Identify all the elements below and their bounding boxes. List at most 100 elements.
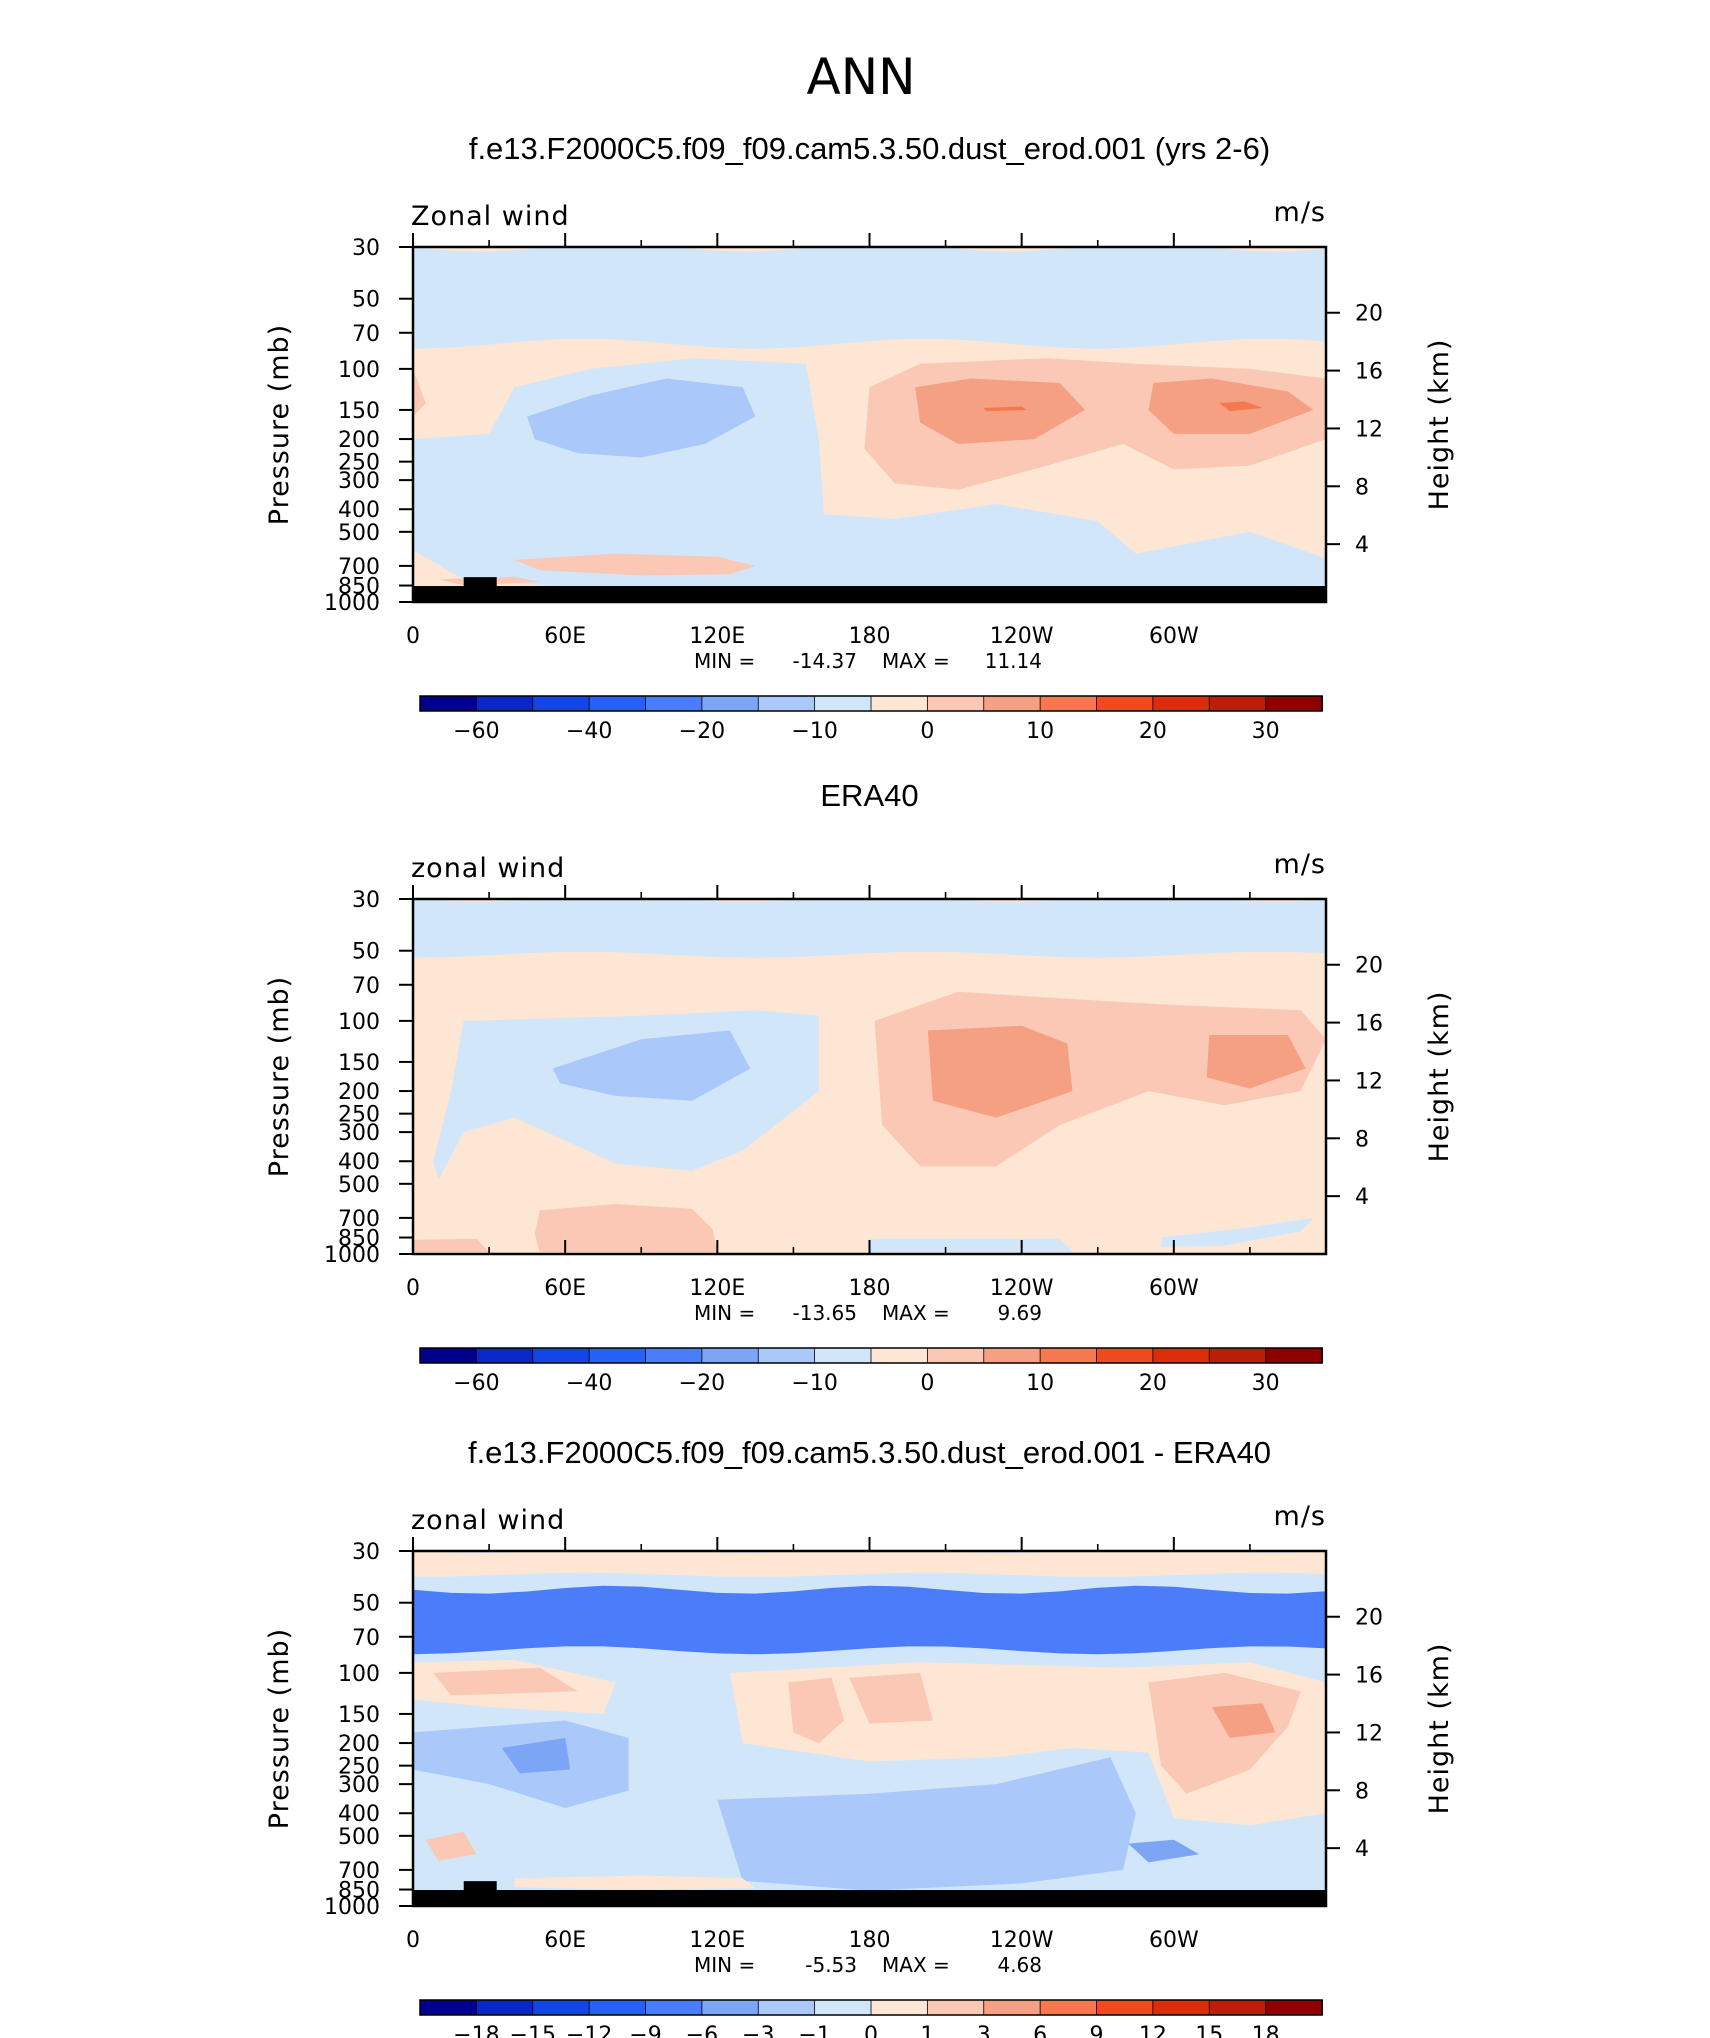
colorbar: −18 −15 −12 −9 −6 −3 −1 0 1 3 6 9 12 15 18: [419, 1999, 1323, 2038]
colorbar-swatch: [1208, 1347, 1267, 1364]
y-tick-label: 50: [352, 1592, 380, 1617]
y-tick-label: 700: [338, 1859, 380, 1884]
y-tick-label: 250: [338, 451, 380, 476]
x-tick-label: 60E: [544, 1928, 586, 1953]
y-tick-label: 250: [338, 1103, 380, 1128]
stratospheric-easterly-band: [413, 899, 1326, 958]
colorbar-label: 0: [920, 719, 934, 744]
colorbar-label: −20: [679, 1371, 725, 1396]
contour-field: [413, 247, 1326, 602]
neg-core-lower: [1128, 1839, 1200, 1863]
jet-max-west: [983, 406, 1027, 412]
y-tick-label: 500: [338, 521, 380, 546]
colorbar-label: 10: [1026, 1371, 1054, 1396]
y-tick-label: 400: [338, 1150, 380, 1175]
jet-max-east: [1219, 401, 1263, 412]
colorbar-swatch: [1039, 1999, 1098, 2016]
x-tick-label: 60W: [1149, 624, 1199, 649]
y2-tick-label: 20: [1355, 302, 1383, 327]
colorbar-label: 15: [1195, 2023, 1223, 2038]
y-axis-label: Pressure (mb): [264, 1628, 295, 1829]
y-tick-label: 850: [338, 1227, 380, 1252]
colorbar-swatch: [645, 1347, 703, 1364]
colorbar-swatch: [645, 695, 703, 712]
y2-tick-label: 8: [1355, 1127, 1369, 1152]
colorbar-swatch: [1265, 695, 1323, 712]
colorbar-swatch: [870, 695, 929, 712]
lower-westerly-patch: [534, 1204, 718, 1252]
pos-core-1: [788, 1677, 845, 1744]
colorbar-label: 1: [920, 2023, 934, 2038]
max-value: 11.14: [985, 649, 1042, 673]
jet-core-west: [915, 378, 1086, 444]
y-tick-label: 150: [338, 399, 380, 424]
min-label: MIN =: [694, 1953, 755, 1977]
x-tick-label: 60E: [544, 1276, 586, 1301]
y-tick-label: 500: [338, 1825, 380, 1850]
colorbar-swatch: [419, 695, 478, 712]
y-tick-label: 70: [352, 322, 380, 347]
y-tick-label: 30: [352, 236, 380, 261]
figure-title: ANN: [806, 48, 915, 106]
colorbar-swatch: [926, 1999, 985, 2016]
colorbar-swatch: [1039, 695, 1098, 712]
colorbar-swatch: [983, 1999, 1042, 2016]
colorbar-label: −60: [453, 1371, 499, 1396]
colorbar-swatch: [1152, 1999, 1211, 2016]
y2-tick-label: 4: [1355, 533, 1369, 558]
colorbar-swatch: [1208, 695, 1267, 712]
x-tick-label: 120E: [689, 624, 745, 649]
easterly-core: [527, 378, 756, 458]
units-label: m/s: [1274, 849, 1326, 880]
y2-tick-label: 4: [1355, 1185, 1369, 1210]
panels-container: f.e13.F2000C5.f09_f09.cam5.3.50.dust_ero…: [264, 131, 1455, 2038]
y2-tick-label: 8: [1355, 1779, 1369, 1804]
colorbar-swatch: [475, 1999, 534, 2016]
colorbar-swatch: [701, 695, 760, 712]
colorbar-swatch: [701, 1347, 760, 1364]
panel-title: f.e13.F2000C5.f09_f09.cam5.3.50.dust_ero…: [469, 131, 1270, 166]
y-tick-label: 1000: [324, 591, 380, 616]
neg-region-central: [717, 1757, 1136, 1891]
colorbar-swatch: [532, 1999, 591, 2016]
y2-tick-label: 12: [1355, 1069, 1383, 1094]
x-tick-label: 120E: [689, 1928, 745, 1953]
colorbar-label: −60: [453, 719, 499, 744]
land-mask-bump: [463, 1881, 497, 1893]
y-tick-label: 300: [338, 469, 380, 494]
left-pos-patch: [425, 1831, 477, 1861]
colorbar-swatch: [1265, 1999, 1323, 2016]
colorbar-label: −18: [453, 2023, 499, 2038]
colorbar-label: −10: [791, 719, 837, 744]
colorbar-label: 20: [1139, 1371, 1167, 1396]
y-tick-label: 100: [338, 1010, 380, 1035]
y-tick-label: 850: [338, 1879, 380, 1904]
y-tick-label: 200: [338, 1732, 380, 1757]
y2-tick-label: 20: [1355, 954, 1383, 979]
colorbar-label: 30: [1252, 1371, 1280, 1396]
x-tick-label: 60W: [1149, 1276, 1199, 1301]
colorbar-swatch: [870, 1999, 929, 2016]
y2-tick-label: 12: [1355, 417, 1383, 442]
min-value: -5.53: [805, 1953, 857, 1977]
colorbar-swatch: [532, 695, 591, 712]
min-value: -14.37: [793, 649, 857, 673]
y-tick-label: 30: [352, 888, 380, 913]
variable-label: zonal wind: [411, 1505, 565, 1536]
y-tick-label: 850: [338, 575, 380, 600]
pos-core-3: [1148, 1672, 1301, 1794]
y-tick-label: 150: [338, 1703, 380, 1728]
colorbar-frame: [419, 1999, 1323, 2016]
colorbar-swatch: [983, 695, 1042, 712]
x-tick-label: 180: [849, 1276, 891, 1301]
colorbar-label: −40: [566, 719, 612, 744]
colorbar-swatch: [757, 1999, 816, 2016]
y-tick-label: 250: [338, 1755, 380, 1780]
x-tick-label: 180: [849, 1928, 891, 1953]
colorbar-label: 9: [1090, 2023, 1104, 2038]
max-label: MAX =: [882, 1953, 950, 1977]
colorbar-label: 6: [1033, 2023, 1047, 2038]
colorbar-swatch: [588, 1347, 647, 1364]
colorbar-swatch: [814, 1999, 872, 2016]
